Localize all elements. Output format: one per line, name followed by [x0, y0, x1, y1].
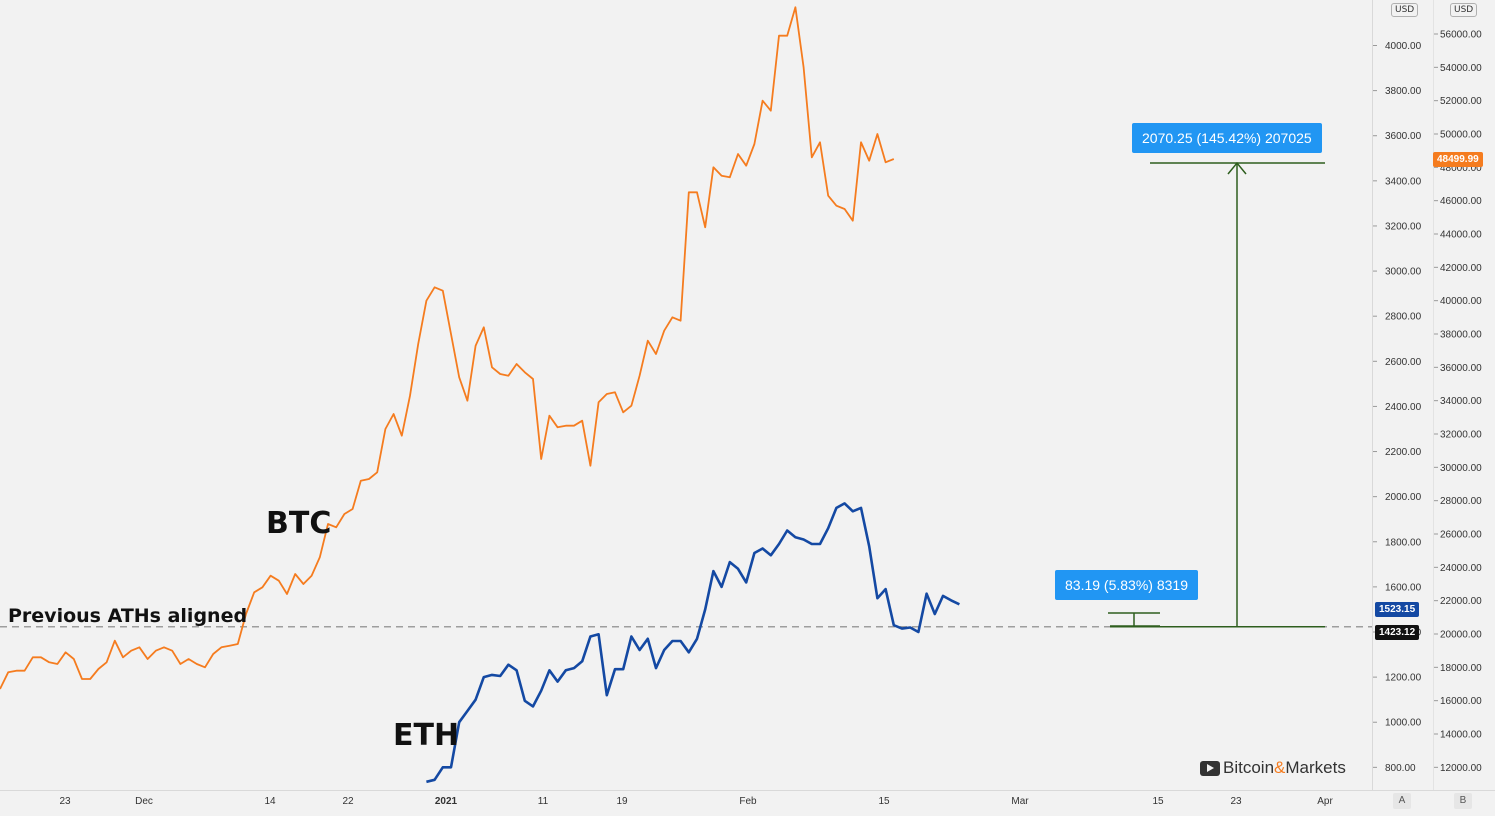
- axis-toggle-bar: A B: [1372, 790, 1495, 812]
- x-axis-tick-label: Apr: [1317, 796, 1333, 807]
- eth-axis-tick-label: 1200.00: [1385, 673, 1422, 684]
- btc-axis-tick-label: 34000.00: [1440, 396, 1482, 407]
- btc-measure-arrowhead: [1227, 161, 1247, 175]
- auto-scale-button[interactable]: A: [1393, 793, 1411, 809]
- youtube-icon: [1200, 760, 1220, 776]
- x-axis-tick-label: Mar: [1011, 796, 1029, 807]
- x-axis-tick-label: Feb: [739, 796, 757, 807]
- x-axis-tick-label: 19: [616, 796, 628, 807]
- ath-aligned-label: Previous ATHs aligned: [8, 605, 247, 627]
- eth-axis-tick-label: 3200.00: [1385, 221, 1422, 232]
- x-axis-tick-label: 15: [1152, 796, 1164, 807]
- watermark: Bitcoin & Markets: [1200, 758, 1346, 778]
- eth-axis-tick-label: 3000.00: [1385, 267, 1422, 278]
- btc-axis-tick-label: 20000.00: [1440, 630, 1482, 641]
- x-axis-tick-label: 11: [538, 796, 549, 807]
- eth-measure-label: 83.19 (5.83%) 8319: [1055, 570, 1198, 600]
- chart-plot[interactable]: BTC ETH Previous ATHs aligned: [0, 0, 1372, 790]
- watermark-suffix: Markets: [1285, 758, 1346, 777]
- btc-price-axis[interactable]: 12000.00 14000.00 16000.00 18000.00 20000.00…: [1433, 0, 1495, 790]
- eth-axis-tick-label: 4000.00: [1385, 41, 1422, 52]
- btc-axis-tick-label: 46000.00: [1440, 196, 1482, 207]
- eth-axis-tick-label: 2600.00: [1385, 357, 1422, 368]
- x-axis-tick-label: 15: [878, 796, 890, 807]
- eth-axis-tick-label: 1600.00: [1385, 582, 1422, 593]
- btc-axis-tick-label: 42000.00: [1440, 263, 1482, 274]
- eth-axis-tick-label: 1800.00: [1385, 537, 1422, 548]
- btc-axis-tick-label: 22000.00: [1440, 596, 1482, 607]
- eth-axis-tick-label: 3600.00: [1385, 131, 1422, 142]
- btc-axis-tick-label: 12000.00: [1440, 763, 1482, 774]
- eth-series-line: [426, 502, 960, 784]
- eth-axis-unit: USD: [1391, 3, 1419, 17]
- x-axis-tick-label: 2021: [435, 796, 458, 807]
- btc-series-line: [0, 6, 895, 690]
- eth-axis-tick-label: 1000.00: [1385, 718, 1422, 729]
- eth-price-axis[interactable]: 800.001000.001200.001400.001600.001800.0…: [1372, 0, 1434, 790]
- eth-axis-tick-label: 3800.00: [1385, 86, 1422, 97]
- btc-axis-tick-label: 14000.00: [1440, 730, 1482, 741]
- eth-axis-tick-label: 2400.00: [1385, 402, 1422, 413]
- eth-label: ETH: [393, 718, 459, 753]
- eth-axis-tick-label: 3400.00: [1385, 176, 1422, 187]
- btc-axis-tick-label: 32000.00: [1440, 430, 1482, 441]
- x-axis-tick-label: 23: [59, 796, 71, 807]
- x-axis-tick-label: 14: [264, 796, 276, 807]
- scale-b-button[interactable]: B: [1454, 793, 1472, 809]
- btc-axis-unit: USD: [1450, 3, 1478, 17]
- watermark-prefix: Bitcoin: [1223, 758, 1275, 777]
- btc-axis-tick-label: 38000.00: [1440, 330, 1482, 341]
- btc-axis-tick-label: 48000.00: [1440, 163, 1482, 174]
- x-axis-tick-label: Dec: [135, 796, 153, 807]
- chart-area[interactable]: BTC ETH Previous ATHs aligned: [0, 0, 1372, 790]
- btc-axis-tick-label: 16000.00: [1440, 696, 1482, 707]
- watermark-amp: &: [1274, 758, 1286, 777]
- btc-last-price-tag: 48499.99: [1433, 152, 1483, 167]
- x-axis-tick-label: 23: [1230, 796, 1242, 807]
- eth-last-price-tag: 1523.15: [1375, 602, 1420, 617]
- eth-axis-tick-label: 800.00: [1385, 763, 1416, 774]
- btc-label: BTC: [266, 506, 331, 541]
- ath-price-tag: 1423.12: [1375, 625, 1420, 640]
- btc-axis-tick-label: 18000.00: [1440, 663, 1482, 674]
- btc-axis-tick-label: 24000.00: [1440, 563, 1482, 574]
- eth-axis-tick-label: 2800.00: [1385, 312, 1422, 323]
- btc-axis-tick-label: 26000.00: [1440, 530, 1482, 541]
- btc-measure-label: 2070.25 (145.42%) 207025: [1132, 123, 1322, 153]
- btc-axis-tick-label: 36000.00: [1440, 363, 1482, 374]
- btc-axis-tick-label: 44000.00: [1440, 230, 1482, 241]
- btc-axis-tick-label: 56000.00: [1440, 30, 1482, 41]
- eth-axis-tick-label: 2200.00: [1385, 447, 1422, 458]
- btc-axis-tick-label: 50000.00: [1440, 130, 1482, 141]
- btc-axis-tick-label: 40000.00: [1440, 296, 1482, 307]
- btc-axis-tick-label: 52000.00: [1440, 96, 1482, 107]
- time-axis[interactable]: 23 Dec 14 22 2021 11 19 Feb 15 Mar 15 23 Apr: [0, 790, 1372, 812]
- eth-axis-tick-label: 2000.00: [1385, 492, 1422, 503]
- x-axis-tick-label: 22: [342, 796, 354, 807]
- btc-axis-tick-label: 28000.00: [1440, 496, 1482, 507]
- btc-axis-tick-label: 30000.00: [1440, 463, 1482, 474]
- btc-axis-tick-label: 54000.00: [1440, 63, 1482, 74]
